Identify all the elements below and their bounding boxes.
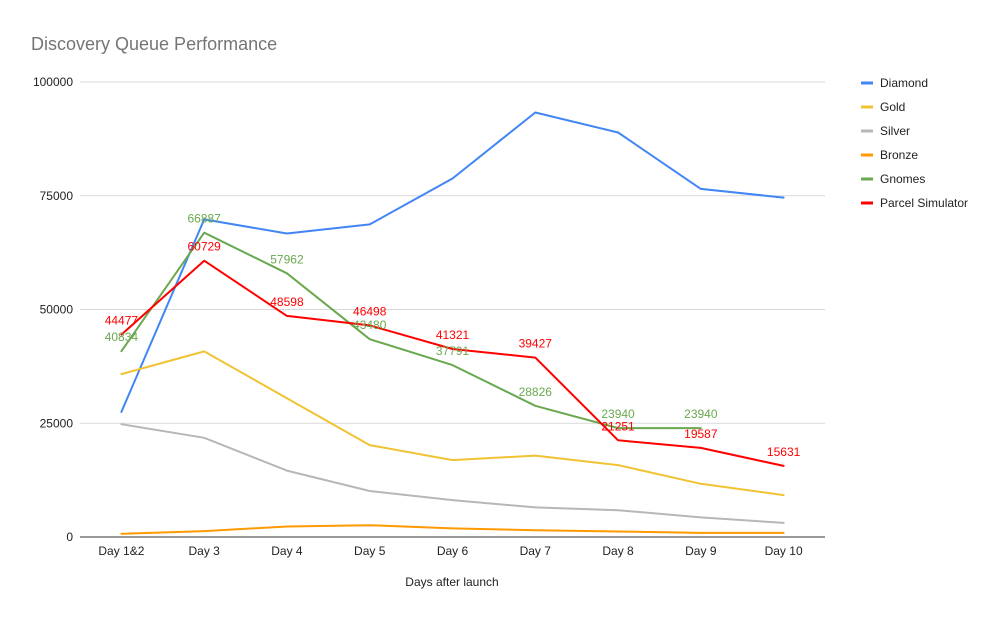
data-label-parcel-simulator: 44477	[105, 314, 139, 328]
x-tick-label: Day 10	[765, 544, 803, 558]
data-label-parcel-simulator: 19587	[684, 427, 718, 441]
series-line-bronze	[120, 524, 785, 535]
gridlines	[80, 81, 825, 424]
legend-swatch	[861, 129, 873, 133]
y-tick-label: 50000	[40, 303, 74, 317]
x-tick-label: Day 5	[354, 544, 386, 558]
data-label-gnomes: 57962	[270, 252, 304, 266]
data-label-gnomes: 23940	[601, 407, 635, 421]
series-line-gnomes	[120, 231, 702, 430]
x-tick-label: Day 6	[437, 544, 469, 558]
legend-label: Diamond	[880, 76, 928, 90]
legend-swatch	[861, 177, 873, 181]
x-tick-label: Day 9	[685, 544, 717, 558]
data-label-gnomes: 37791	[436, 344, 470, 358]
data-label-parcel-simulator: 39427	[519, 337, 553, 351]
series-line-silver	[120, 423, 785, 524]
data-label-gnomes: 23940	[684, 407, 718, 421]
x-tick-label: Day 3	[188, 544, 220, 558]
data-label-gnomes: 66887	[187, 212, 221, 226]
legend-label: Silver	[880, 124, 910, 138]
y-tick-label: 100000	[33, 75, 73, 89]
legend-label: Gnomes	[880, 172, 925, 186]
y-tick-label: 75000	[40, 189, 74, 203]
data-labels: 40834 66887 57962 43480 37791 28826 23940 23940…	[105, 212, 801, 459]
legend-swatch	[861, 153, 873, 157]
y-tick-label: 25000	[40, 416, 74, 430]
series-line-parcel-simulator	[120, 259, 785, 467]
data-label-parcel-simulator: 46498	[353, 304, 387, 318]
legend-label: Gold	[880, 100, 905, 114]
data-label-parcel-simulator: 60729	[187, 240, 221, 254]
data-label-parcel-simulator: 41321	[436, 328, 470, 342]
axes: 0 25000 50000 75000 100000 Day 1&2 Day 3 Day 4 D…	[33, 75, 825, 558]
data-label-gnomes: 40834	[105, 330, 139, 344]
x-tick-label: Day 8	[602, 544, 634, 558]
legend-swatch	[861, 81, 873, 85]
data-label-parcel-simulator: 21251	[601, 419, 635, 433]
data-label-parcel-simulator: 48598	[270, 295, 304, 309]
series-lines	[120, 111, 785, 535]
data-label-parcel-simulator: 15631	[767, 445, 801, 459]
x-tick-label: Day 1&2	[98, 544, 144, 558]
data-label-gnomes: 28826	[519, 385, 553, 399]
legend-label: Bronze	[880, 148, 918, 162]
y-tick-label: 0	[66, 530, 73, 544]
chart-title: Discovery Queue Performance	[31, 34, 277, 54]
series-line-gold	[120, 350, 785, 497]
x-tick-label: Day 7	[520, 544, 552, 558]
x-tick-label: Day 4	[271, 544, 303, 558]
x-axis-title: Days after launch	[405, 575, 498, 589]
series-line-diamond	[120, 111, 785, 413]
legend-label: Parcel Simulator	[880, 196, 968, 210]
legend: Diamond Gold Silver Bronze Gnomes Parcel Simu…	[861, 76, 968, 210]
legend-swatch	[861, 201, 873, 205]
legend-swatch	[861, 105, 873, 109]
data-label-gnomes: 43480	[353, 318, 387, 332]
